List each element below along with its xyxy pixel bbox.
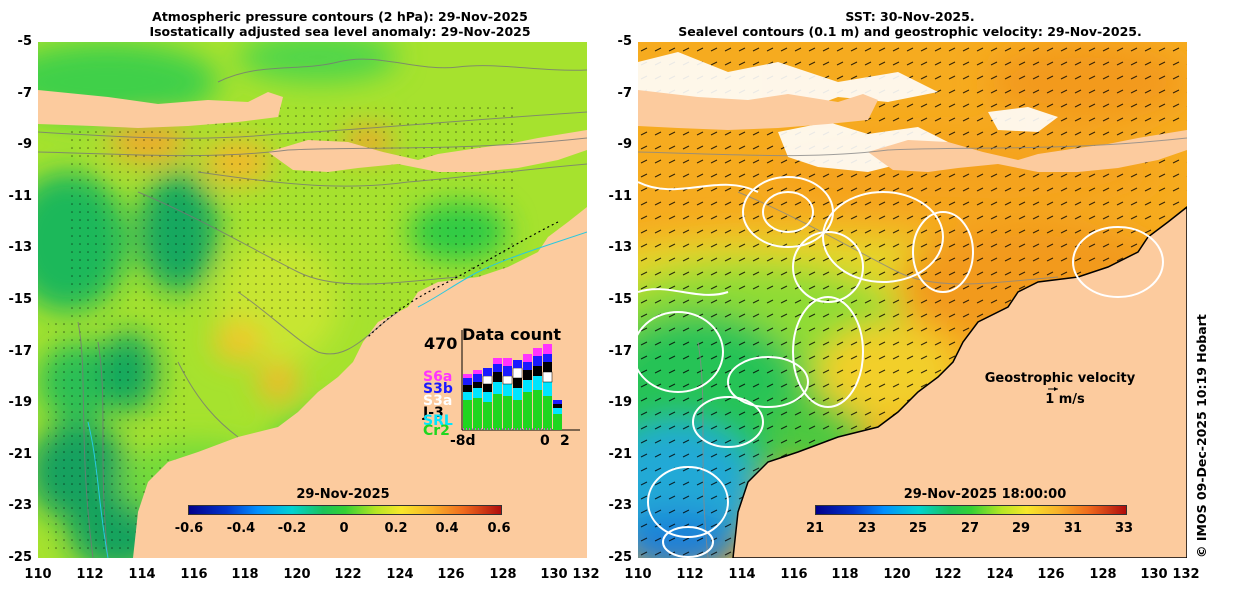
left-ytick: -21 <box>8 447 33 462</box>
left-xtick: 118 <box>231 567 259 582</box>
right-title-line2: Sealevel contours (0.1 m) and geostrophi… <box>678 24 1142 39</box>
left-cb-tick: 0.2 <box>384 521 408 536</box>
left-xtick: 126 <box>437 567 465 582</box>
right-cb-tick: 25 <box>908 521 928 536</box>
right-ytick: -5 <box>617 34 632 49</box>
land-north <box>38 90 283 128</box>
imos-credit: © IMOS 09-Dec-2025 10:19 Hobart <box>1194 314 1209 558</box>
right-ytick: -19 <box>608 395 633 410</box>
right-title-line1: SST: 30-Nov-2025. <box>845 9 975 24</box>
velocity-scale: 1 m/s <box>1045 392 1085 407</box>
right-cb-tick: 31 <box>1063 521 1083 536</box>
data-count-max: 470 <box>424 334 458 353</box>
right-colorbar <box>815 505 1127 515</box>
sst-land-australia <box>732 206 1187 558</box>
left-xtick: 112 <box>76 567 104 582</box>
right-xtick: 126 <box>1037 567 1065 582</box>
data-count-xlabel-end: 2 <box>560 433 570 449</box>
right-cb-tick: 23 <box>857 521 877 536</box>
left-colorbar-title: 29-Nov-2025 <box>296 487 390 502</box>
sea-level-anomaly-map <box>38 42 587 558</box>
left-cb-tick: -0.2 <box>277 521 307 536</box>
land-australia <box>133 207 587 558</box>
right-xtick: 118 <box>831 567 859 582</box>
left-ytick: -23 <box>8 498 33 513</box>
left-ytick: -11 <box>8 189 33 204</box>
left-xtick: 124 <box>386 567 414 582</box>
left-xtick: 114 <box>128 567 156 582</box>
right-xtick: 132 <box>1172 567 1200 582</box>
velocity-label: Geostrophic velocity <box>984 371 1136 386</box>
left-cb-tick: 0.6 <box>487 521 511 536</box>
sat-s6a: S6a <box>423 369 453 385</box>
right-ytick: -13 <box>608 240 633 255</box>
right-ytick: -21 <box>608 447 633 462</box>
sat-s3b: S3b <box>423 381 453 397</box>
left-xtick: 120 <box>283 567 311 582</box>
left-xtick: 110 <box>24 567 52 582</box>
left-title-line2: Isostatically adjusted sea level anomaly… <box>149 24 531 39</box>
left-colorbar <box>188 505 502 515</box>
left-cb-tick: 0.4 <box>435 521 459 536</box>
right-ytick: -7 <box>617 86 632 101</box>
left-cb-tick: -0.4 <box>226 521 256 536</box>
anomaly-map-svg <box>38 42 587 558</box>
right-xtick: 116 <box>780 567 808 582</box>
left-xtick: 122 <box>334 567 362 582</box>
left-ytick: -15 <box>8 292 33 307</box>
data-count-title: Data count <box>462 325 561 344</box>
right-xtick: 114 <box>728 567 756 582</box>
right-xtick: 112 <box>676 567 704 582</box>
left-ytick: -7 <box>17 86 32 101</box>
right-xtick: 128 <box>1089 567 1117 582</box>
right-xtick: 110 <box>624 567 652 582</box>
left-xtick: 130 <box>540 567 568 582</box>
right-ytick: -15 <box>608 292 633 307</box>
left-xtick: 116 <box>180 567 208 582</box>
right-xtick: 122 <box>934 567 962 582</box>
left-cb-tick: -0.6 <box>174 521 204 536</box>
right-colorbar-title: 29-Nov-2025 18:00:00 <box>903 487 1067 502</box>
left-title-line1: Atmospheric pressure contours (2 hPa): 2… <box>152 9 528 24</box>
cloud-mask <box>638 52 1058 172</box>
right-cb-tick: 29 <box>1011 521 1031 536</box>
sst-map-svg <box>638 42 1187 558</box>
left-ytick: -13 <box>8 240 33 255</box>
right-cb-tick: 33 <box>1114 521 1134 536</box>
left-ytick: -19 <box>8 395 33 410</box>
left-ytick: -17 <box>8 344 33 359</box>
left-panel-title: Atmospheric pressure contours (2 hPa): 2… <box>40 9 640 39</box>
right-ytick: -23 <box>608 498 633 513</box>
sat-cr2: Cr2 <box>423 423 450 439</box>
data-count-xlabel-start: -8d <box>450 433 476 449</box>
left-xtick: 132 <box>572 567 600 582</box>
right-xtick: 124 <box>986 567 1014 582</box>
right-panel-title: SST: 30-Nov-2025. Sealevel contours (0.1… <box>610 9 1210 39</box>
right-xtick: 120 <box>883 567 911 582</box>
sat-srl: SRL <box>423 413 453 429</box>
right-cb-tick: 21 <box>805 521 825 536</box>
left-ytick: -5 <box>17 34 32 49</box>
right-xtick: 130 <box>1140 567 1168 582</box>
left-ytick: -9 <box>17 137 32 152</box>
right-ytick: -25 <box>608 550 633 565</box>
sat-j3: J-3 <box>423 405 444 421</box>
sat-s3a: S3a <box>423 393 453 409</box>
right-ytick: -17 <box>608 344 633 359</box>
right-cb-tick: 27 <box>960 521 980 536</box>
sea-level-contours <box>638 176 1164 558</box>
data-count-xlabel-zero: 0 <box>540 433 550 449</box>
left-cb-tick: 0 <box>339 521 349 536</box>
right-ytick: -9 <box>617 137 632 152</box>
histogram-bars <box>463 344 562 430</box>
left-xtick: 128 <box>489 567 517 582</box>
data-count-histogram <box>461 330 580 431</box>
sst-map <box>638 42 1187 558</box>
left-ytick: -25 <box>8 550 33 565</box>
right-ytick: -11 <box>608 189 633 204</box>
